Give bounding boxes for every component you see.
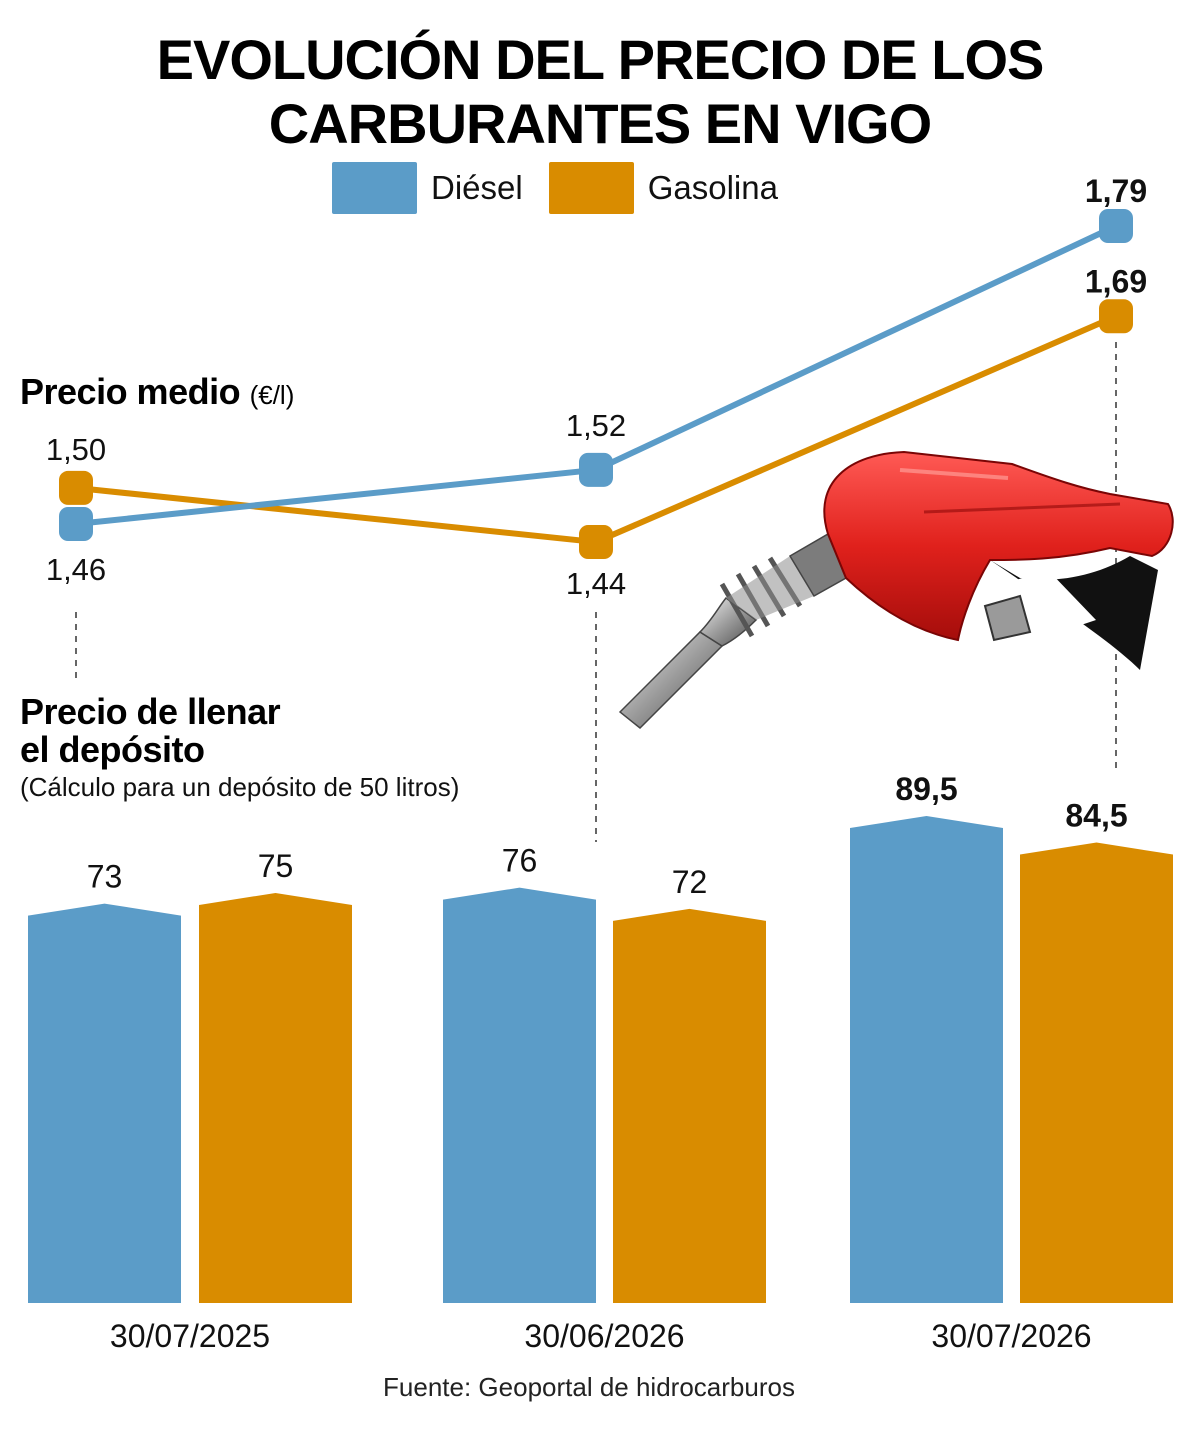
legend: Diésel Gasolina xyxy=(332,162,804,214)
bar-diesel-1 xyxy=(443,887,596,1303)
price-section-title: Precio medio (€/l) xyxy=(20,373,294,414)
bar-label-gasolina-0: 75 xyxy=(258,848,294,884)
legend-label-diesel: Diésel xyxy=(431,169,523,206)
point-label-gasolina-1: 1,44 xyxy=(566,566,626,601)
bar-label-gasolina-2: 84,5 xyxy=(1065,798,1127,834)
point-label-gasolina-0: 1,50 xyxy=(46,432,106,467)
bar-label-diesel-2: 89,5 xyxy=(895,771,957,807)
bar-label-gasolina-1: 72 xyxy=(672,864,708,900)
price-section-title-text: Precio medio xyxy=(20,371,241,412)
bar-gasolina-2 xyxy=(1020,842,1173,1303)
fuel-pump-nozzle-icon xyxy=(618,450,1174,730)
legend-swatch-gasolina xyxy=(548,162,634,214)
tank-section-title-line-2: el depósito xyxy=(20,729,205,770)
bar-gasolina-0 xyxy=(199,892,352,1303)
bar-diesel-0 xyxy=(28,903,181,1303)
bar-gasolina-1 xyxy=(613,908,766,1303)
bar-label-diesel-1: 76 xyxy=(502,843,538,879)
point-label-gasolina-2: 1,69 xyxy=(1085,263,1147,299)
point-label-diesel-2: 1,79 xyxy=(1085,173,1147,209)
point-diesel-2 xyxy=(1099,209,1133,243)
chart-title-line-2: CARBURANTES EN VIGO xyxy=(268,92,932,155)
tank-bar-chart: 73 76 89,5 75 72 84,5 30/07/2025 30/06/2026 30/0… xyxy=(28,771,1173,1354)
category-label-2: 30/07/2026 xyxy=(931,1318,1091,1354)
chart-title-line-1: EVOLUCIÓN DEL PRECIO DE LOS xyxy=(156,28,1045,91)
price-section-unit: (€/l) xyxy=(249,380,295,410)
guide-lines xyxy=(75,342,1117,842)
category-label-1: 30/06/2026 xyxy=(524,1318,684,1354)
tank-section-title: Precio de llenar el depósito xyxy=(20,691,281,770)
point-gasolina-1 xyxy=(579,525,613,560)
legend-label-gasolina: Gasolina xyxy=(647,169,778,206)
legend-swatch-diesel xyxy=(332,162,417,214)
bar-diesel-2 xyxy=(850,816,1003,1303)
source-note: Fuente: Geoportal de hidrocarburos xyxy=(383,1372,795,1402)
point-gasolina-0 xyxy=(59,470,93,505)
point-gasolina-2 xyxy=(1099,299,1133,334)
tank-section-title-line-1: Precio de llenar xyxy=(20,691,281,732)
category-label-0: 30/07/2025 xyxy=(110,1318,270,1354)
chart-title: EVOLUCIÓN DEL PRECIO DE LOS CARBURANTES … xyxy=(0,28,1200,156)
price-line-chart: 1,46 1,52 1,79 1,50 1,44 1,69 xyxy=(46,173,1147,601)
point-label-diesel-0: 1,46 xyxy=(46,552,106,587)
point-diesel-1 xyxy=(579,452,613,487)
bar-label-diesel-0: 73 xyxy=(87,859,123,895)
point-label-diesel-1: 1,52 xyxy=(566,408,626,443)
tank-section-subtitle: (Cálculo para un depósito de 50 litros) xyxy=(20,772,460,802)
point-diesel-0 xyxy=(59,507,93,541)
